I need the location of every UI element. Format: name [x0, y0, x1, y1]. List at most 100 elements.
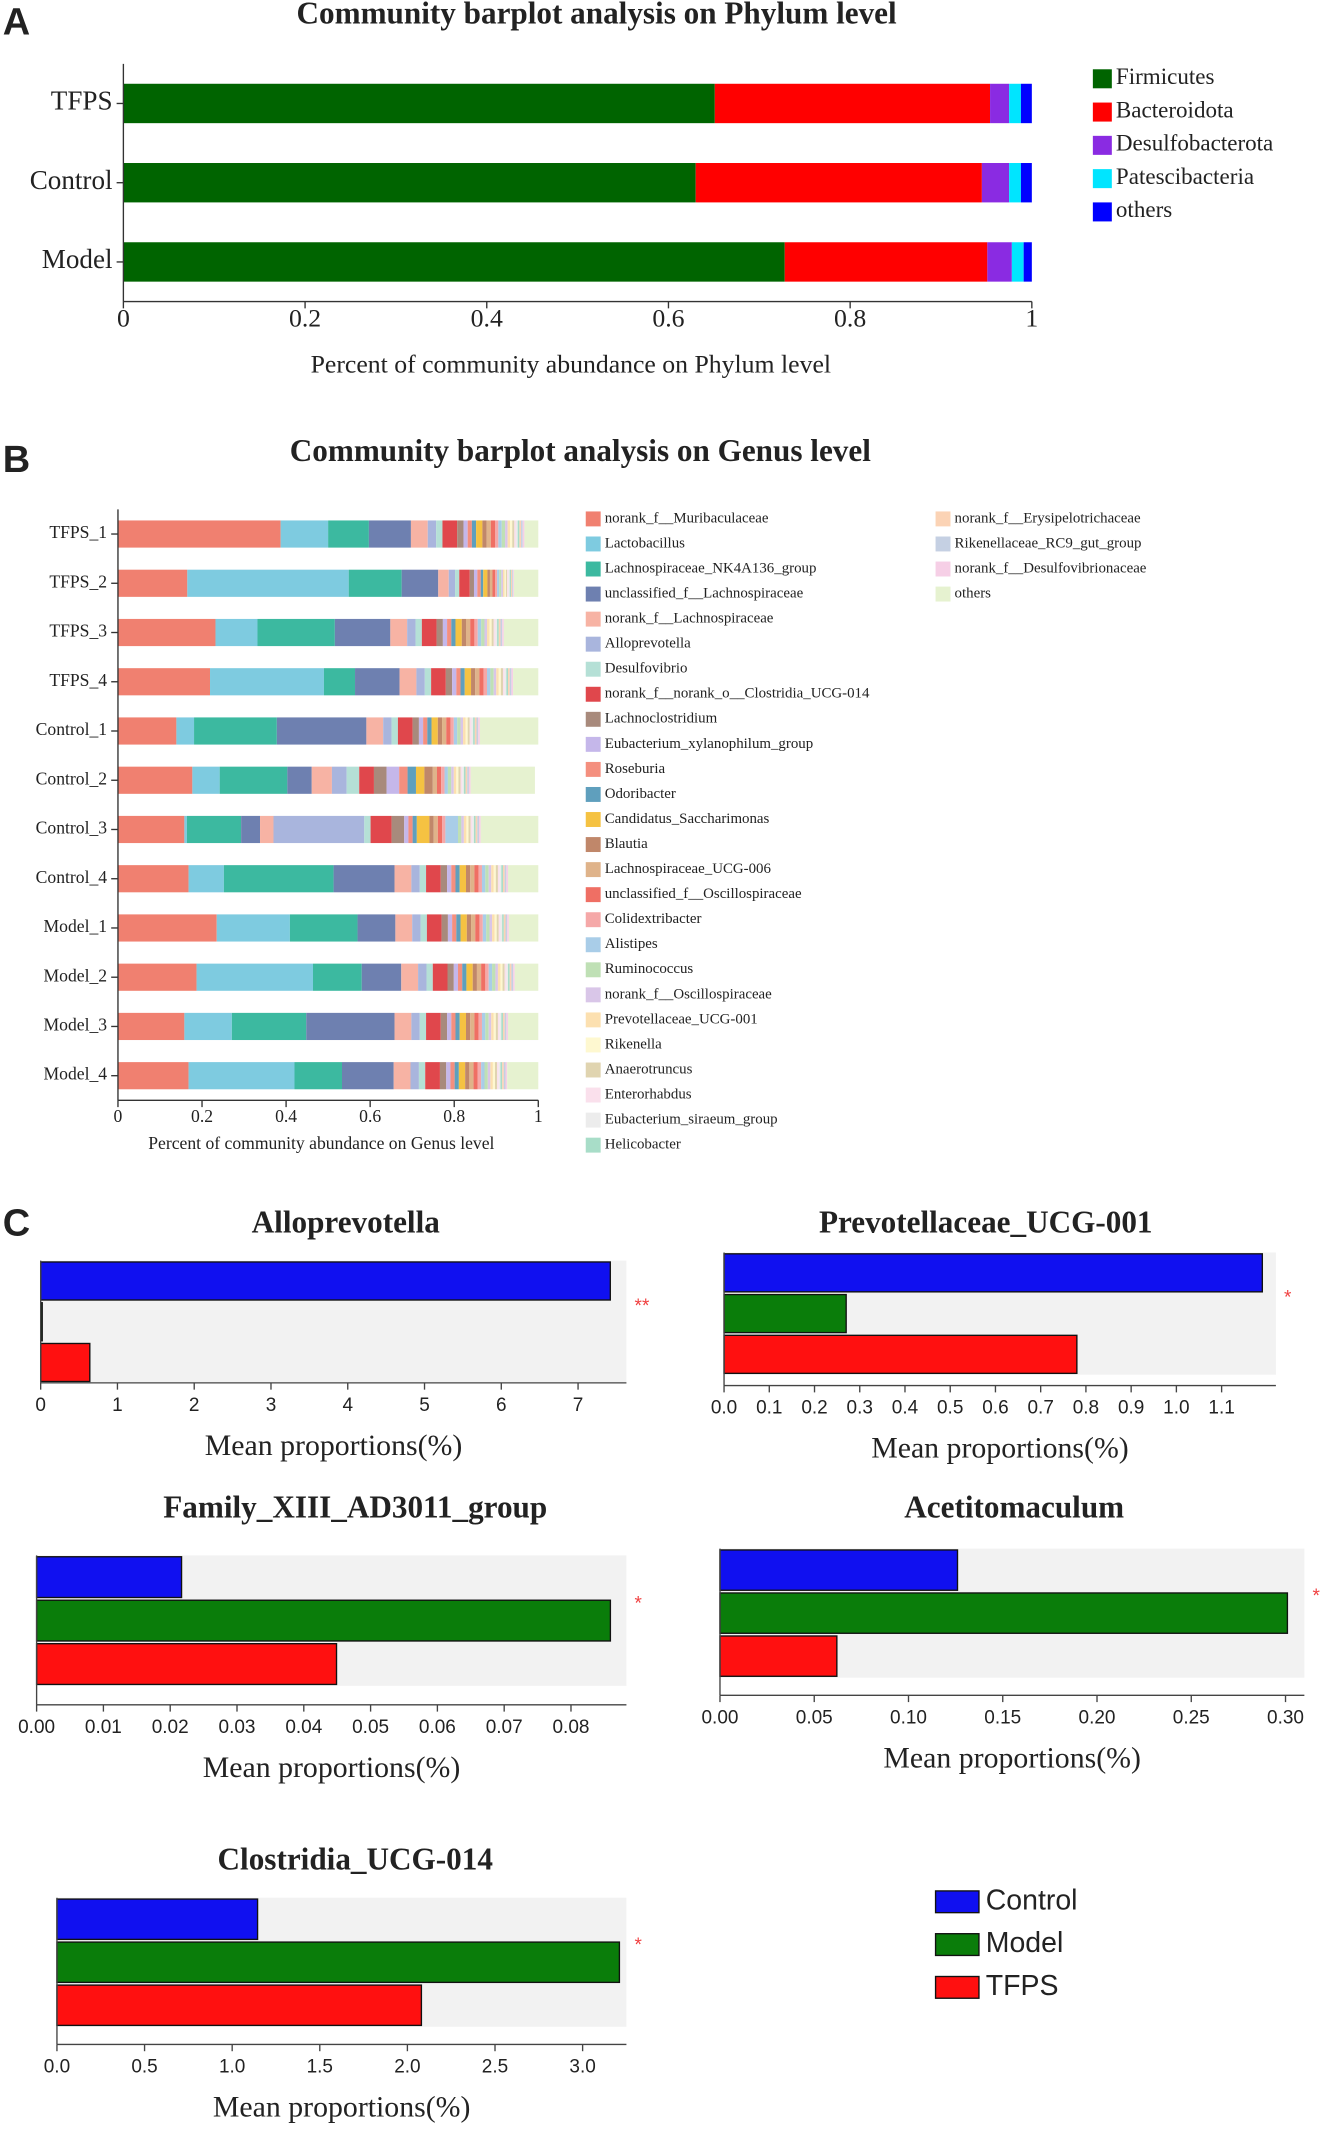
legend-label: Eubacterium_siraeum_group — [605, 1112, 778, 1128]
x-tick-label: 1.0 — [219, 2057, 245, 2078]
bar-segment — [184, 1012, 232, 1041]
bar-segment — [453, 766, 457, 794]
bar-segment — [471, 717, 474, 745]
bar-segment — [424, 668, 432, 696]
bar-segment — [451, 618, 456, 647]
bar-segment — [480, 569, 484, 597]
bar-segment — [513, 668, 539, 696]
bar-segment — [273, 815, 365, 844]
x-tick-label: 0.04 — [285, 1717, 322, 1738]
bar-segment — [456, 766, 459, 794]
x-tick-label: 1.1 — [1208, 1398, 1234, 1419]
bar-segment — [187, 569, 349, 597]
legend-swatch — [585, 686, 601, 702]
legend-label: norank_f__norank_o__Clostridia_UCG-014 — [605, 686, 870, 702]
x-tick-label: 0.02 — [152, 1717, 189, 1738]
bar-segment — [469, 569, 474, 597]
bar-segment — [391, 717, 398, 745]
bar-segment — [502, 569, 505, 597]
x-tick-label: 2.0 — [394, 2057, 420, 2078]
bar-segment — [473, 815, 476, 844]
bar-segment — [459, 569, 470, 597]
bar-segment — [522, 520, 525, 548]
x-tick-label: 0 — [114, 1106, 123, 1126]
bar-segment — [456, 914, 461, 942]
bar — [56, 1941, 621, 1984]
bar-segment — [1023, 242, 1032, 282]
bar-segment — [502, 963, 505, 991]
bar-segment — [1009, 163, 1021, 203]
bar-segment — [423, 717, 428, 745]
legend-label: Lachnoclostridium — [605, 711, 718, 727]
legend-swatch — [585, 1062, 601, 1078]
bar-segment — [463, 815, 467, 844]
bar-segment — [491, 618, 494, 647]
bar-segment — [497, 618, 499, 647]
bar-segment — [117, 618, 216, 647]
bar-segment — [495, 1012, 498, 1041]
legend-swatch — [585, 761, 601, 777]
x-tick-label: 0.30 — [1267, 1707, 1304, 1728]
bar-segment — [500, 963, 503, 991]
bar — [39, 1261, 611, 1301]
bar-segment — [470, 815, 473, 844]
bar-segment — [489, 914, 493, 942]
bar — [35, 1556, 183, 1599]
bar-segment — [117, 1062, 189, 1090]
bar-segment — [512, 520, 515, 548]
bar-segment — [478, 1012, 482, 1041]
legend-label: Desulfobacterota — [1116, 130, 1273, 156]
x-axis-label: Mean proportions(%) — [883, 1741, 1141, 1774]
bar-segment — [507, 1062, 539, 1090]
bar-segment — [280, 520, 329, 548]
bar-segment — [469, 1062, 474, 1090]
bar-segment — [479, 717, 539, 745]
legend-label: Rikenellaceae_RC9_gut_group — [955, 535, 1142, 551]
bar-segment — [117, 520, 281, 548]
bar-segment — [427, 717, 432, 745]
bar-segment — [331, 766, 347, 794]
legend-swatch — [1092, 202, 1112, 222]
bar-segment — [463, 766, 466, 794]
bar-segment — [502, 1012, 505, 1041]
x-tick-label: 3 — [266, 1395, 277, 1416]
bar-segment — [494, 914, 497, 942]
bar-segment — [500, 668, 503, 696]
bar-segment — [497, 569, 500, 597]
bar-segment — [489, 569, 493, 597]
bar-segment — [447, 963, 454, 991]
bar-segment — [117, 914, 217, 942]
x-tick-label: 0.10 — [890, 1707, 927, 1728]
x-axis-label: Mean proportions(%) — [871, 1432, 1129, 1465]
bar-segment — [481, 618, 485, 647]
x-tick-label: 0.05 — [352, 1717, 389, 1738]
x-tick-label: 0.03 — [219, 1717, 256, 1738]
bar-segment — [463, 717, 466, 745]
bar-segment — [987, 242, 1012, 282]
y-tick-label: Model_2 — [44, 965, 108, 985]
bar-segment — [472, 815, 474, 844]
legend-swatch — [585, 887, 601, 903]
bar-segment — [415, 766, 425, 794]
bar-segment — [441, 914, 448, 942]
x-tick-label: 0.8 — [834, 303, 866, 332]
bar-segment — [412, 717, 419, 745]
bar-segment — [437, 815, 443, 844]
legend-swatch — [934, 1890, 980, 1914]
bar-segment — [471, 668, 476, 696]
x-tick-label: 0.6 — [982, 1398, 1008, 1419]
bar-segment — [333, 865, 395, 893]
chart-title: Prevotellaceae_UCG-001 — [819, 1204, 1153, 1239]
bar-segment — [462, 766, 464, 794]
bar-segment — [1020, 83, 1032, 124]
bar-segment — [460, 668, 465, 696]
bar-segment — [117, 963, 197, 991]
bar-segment — [117, 717, 177, 745]
bar-segment — [361, 963, 402, 991]
bar-segment — [483, 569, 488, 597]
bar-segment — [424, 766, 433, 794]
x-tick-label: 0.6 — [359, 1106, 381, 1126]
bar-segment — [186, 815, 242, 844]
legend-label: Prevotellaceae_UCG-001 — [605, 1011, 758, 1027]
bar-segment — [465, 1062, 470, 1090]
